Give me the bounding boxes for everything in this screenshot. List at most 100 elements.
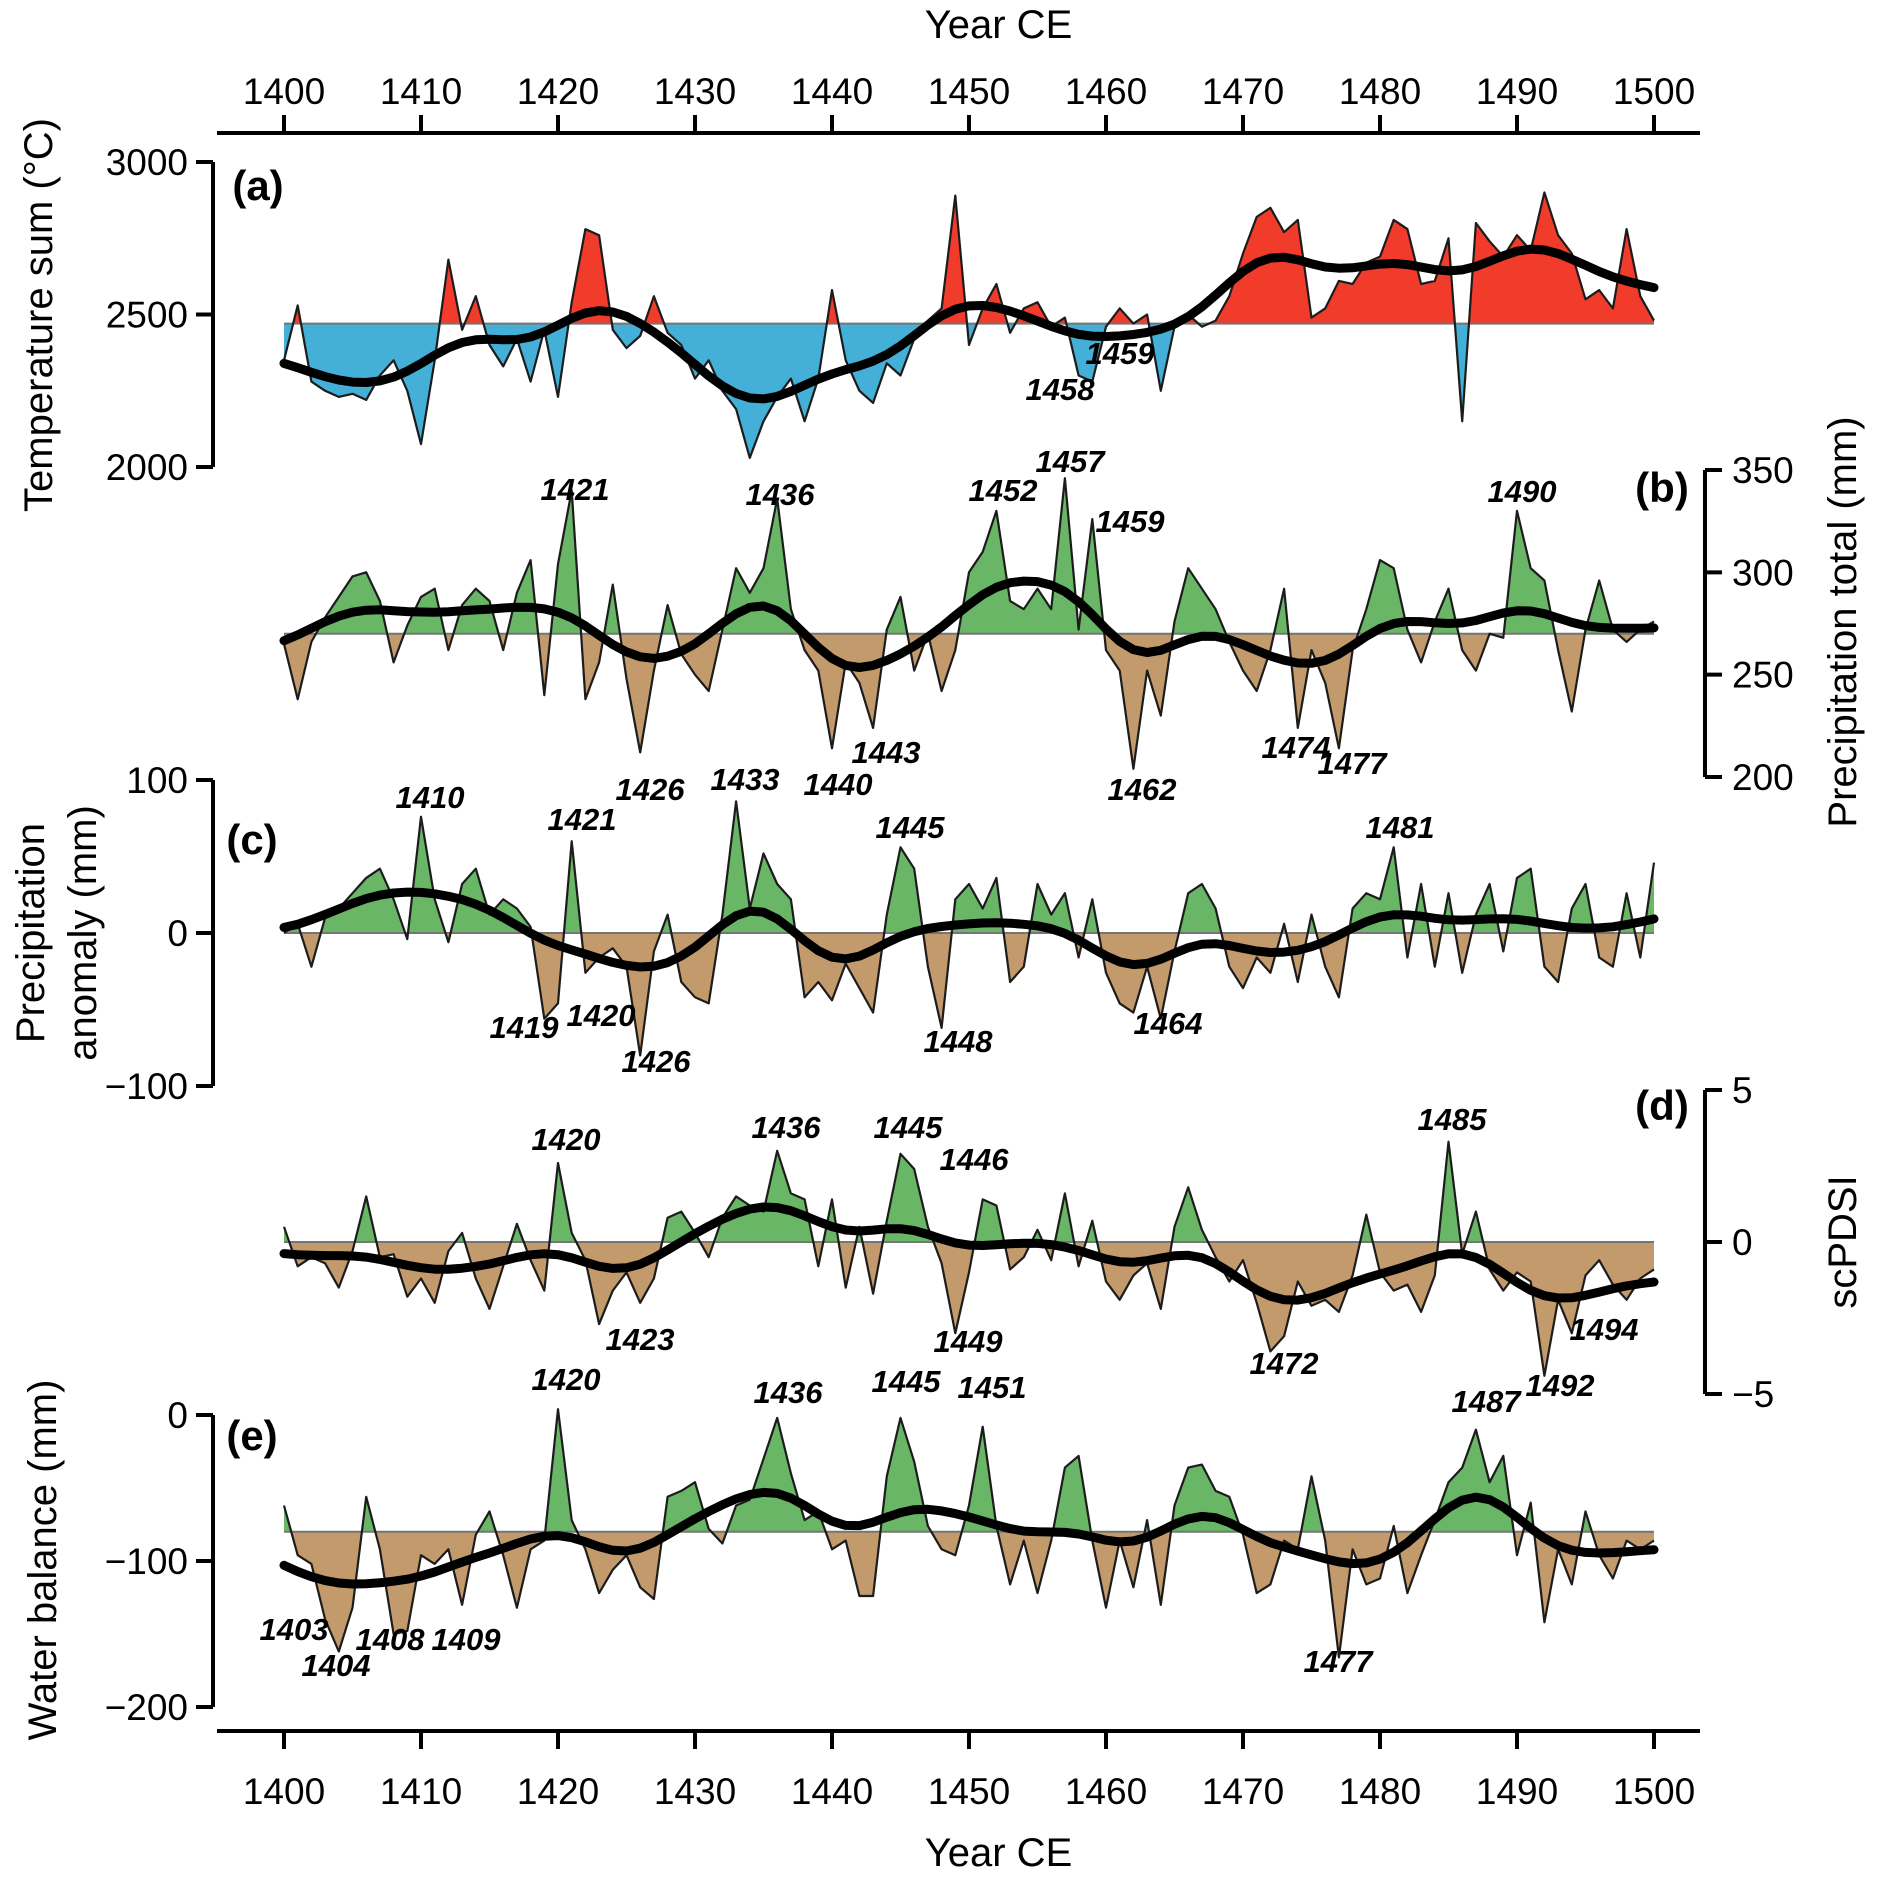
x-axis-tick-label: 1440	[791, 1771, 873, 1812]
panel-a-series-outline	[282, 191, 1655, 459]
year-annotation-1443: 1443	[852, 735, 921, 770]
y-axis-tick-label: −100	[105, 1066, 188, 1107]
year-annotation-1452: 1452	[969, 473, 1038, 508]
panel-d-smoothed-line	[279, 1202, 1659, 1305]
panel-e-y-axis-title: Water balance (mm)	[21, 1380, 65, 1741]
panel-e: 0 −100 −200 Water balance (mm) (e) 1420 1436 14…	[21, 1362, 1659, 1741]
x-axis-tick-label: 1400	[243, 71, 325, 112]
year-annotation-1457: 1457	[1036, 444, 1107, 479]
x-axis-title: Year CE	[925, 3, 1073, 47]
x-axis-tick-label: 1450	[928, 1771, 1010, 1812]
top-x-axis: 1400 1410 1420 1430 1440 1450 1460 1470 1480 1490…	[217, 3, 1700, 135]
panel-b-y-axis-title: Precipitation total (mm)	[1821, 416, 1865, 827]
year-annotation-1449: 1449	[934, 1324, 1004, 1359]
panel-b-smoothed-line	[279, 576, 1659, 672]
year-annotation-1409: 1409	[432, 1622, 502, 1657]
year-annotation-1462: 1462	[1108, 772, 1177, 807]
y-axis-tick-label: 100	[126, 760, 188, 801]
x-axis-tick-label: 1470	[1202, 1771, 1284, 1812]
year-annotation-1436: 1436	[754, 1375, 824, 1410]
year-annotation-1474: 1474	[1262, 730, 1331, 765]
year-annotation-1448: 1448	[924, 1024, 994, 1059]
y-axis-tick-label: 3000	[106, 142, 188, 183]
year-annotation-1440: 1440	[804, 767, 873, 802]
year-annotation-1419: 1419	[490, 1010, 560, 1045]
year-annotation-1420: 1420	[532, 1362, 601, 1397]
x-axis-tick-label: 1400	[243, 1771, 325, 1812]
y-axis-tick-label: 0	[1732, 1222, 1753, 1263]
panel-c: 100 0 −100 Precipitation anomaly (mm) (c) 1410…	[9, 760, 1659, 1107]
year-annotation-1459: 1459	[1096, 504, 1166, 539]
y-axis-tick-label: 200	[1732, 757, 1794, 798]
panel-e-series-outline	[282, 1408, 1655, 1659]
panel-e-area-positive	[284, 1409, 1654, 1532]
y-axis-tick-label: 250	[1732, 655, 1794, 696]
y-axis-tick-label: 2500	[106, 295, 188, 336]
year-annotation-1487: 1487	[1452, 1384, 1523, 1419]
panel-c-y-axis-title: Precipitation	[9, 823, 53, 1043]
year-annotation-1433: 1433	[711, 762, 780, 797]
year-annotation-1404: 1404	[302, 1648, 371, 1683]
year-annotation-1464: 1464	[1134, 1006, 1203, 1041]
year-annotation-1410: 1410	[396, 780, 465, 815]
panel-c-series-outline	[283, 800, 1656, 1057]
panel-d-y-axis-title: scPDSI	[1821, 1175, 1865, 1308]
x-axis-tick-label: 1490	[1476, 1771, 1558, 1812]
x-axis-tick-label: 1490	[1476, 71, 1558, 112]
panel-c-y-axis-title: anomaly (mm)	[61, 805, 105, 1061]
panel-a-label: (a)	[232, 162, 283, 209]
panel-b: 350 300 250 200 Precipitation total (mm) (b) 1…	[279, 416, 1865, 828]
year-annotation-1420: 1420	[567, 998, 636, 1033]
panel-a-y-axis-title: Temperature sum (°C)	[17, 118, 61, 512]
year-annotation-1420: 1420	[532, 1122, 601, 1157]
x-axis-tick-label: 1480	[1339, 71, 1421, 112]
year-annotation-1423: 1423	[606, 1322, 675, 1357]
year-annotation-1485: 1485	[1418, 1102, 1488, 1137]
year-annotation-1477: 1477	[1304, 1644, 1375, 1679]
panel-b-label: (b)	[1635, 464, 1689, 511]
x-axis-tick-label: 1460	[1065, 1771, 1147, 1812]
year-annotation-1421: 1421	[541, 472, 610, 507]
panel-a-area-positive	[284, 192, 1654, 324]
y-axis-tick-label: −100	[105, 1541, 188, 1582]
x-axis-tick-label: 1420	[517, 71, 599, 112]
year-annotation-1451: 1451	[958, 1370, 1027, 1405]
year-annotation-1458: 1458	[1026, 372, 1096, 407]
year-annotation-1445: 1445	[876, 810, 946, 845]
year-annotation-1421: 1421	[548, 802, 617, 837]
x-axis-tick-label: 1420	[517, 1771, 599, 1812]
panel-c-label: (c)	[226, 816, 277, 863]
year-annotation-1436: 1436	[746, 477, 816, 512]
panel-d-area-positive	[284, 1141, 1654, 1242]
y-axis-tick-label: −200	[105, 1687, 188, 1728]
panel-d-area-negative	[284, 1242, 1654, 1376]
x-axis-tick-label: 1430	[654, 1771, 736, 1812]
x-axis-tick-label: 1410	[380, 71, 462, 112]
y-axis-tick-label: 0	[167, 1395, 188, 1436]
year-annotation-1445: 1445	[872, 1364, 942, 1399]
year-annotation-1492: 1492	[1526, 1368, 1595, 1403]
year-annotation-1426: 1426	[616, 772, 686, 807]
year-annotation-1490: 1490	[1488, 474, 1557, 509]
panel-a-smoothed-line	[279, 244, 1659, 404]
x-axis-tick-label: 1440	[791, 71, 873, 112]
bottom-x-axis: 1400 1410 1420 1430 1440 1450 1460 1470 1480 1490…	[217, 1729, 1700, 1875]
y-axis-tick-label: 300	[1732, 552, 1794, 593]
y-axis-tick-label: 350	[1732, 450, 1794, 491]
year-annotation-1472: 1472	[1250, 1346, 1319, 1381]
x-axis-tick-label: 1410	[380, 1771, 462, 1812]
year-annotation-1426: 1426	[622, 1044, 692, 1079]
x-axis-tick-label: 1460	[1065, 71, 1147, 112]
year-annotation-1481: 1481	[1366, 810, 1435, 845]
year-annotation-1459: 1459	[1086, 336, 1156, 371]
year-annotation-1436: 1436	[752, 1110, 822, 1145]
year-annotation-1403: 1403	[260, 1612, 329, 1647]
x-axis-tick-label: 1450	[928, 71, 1010, 112]
y-axis-tick-label: 5	[1732, 1070, 1753, 1111]
panel-e-area-negative	[291, 1531, 1654, 1658]
panel-e-label: (e)	[226, 1412, 277, 1459]
